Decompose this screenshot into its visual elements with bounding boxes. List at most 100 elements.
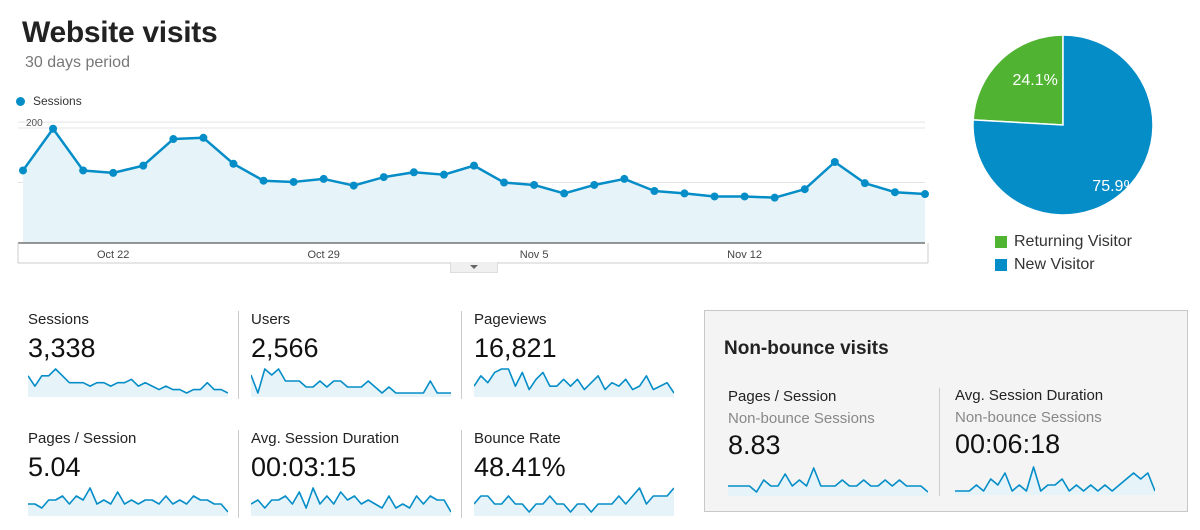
data-point[interactable]	[199, 133, 208, 142]
sparkline-line	[28, 487, 228, 513]
data-point[interactable]	[289, 177, 298, 186]
pie-slice-new[interactable]	[972, 34, 1154, 216]
sparkline-line	[474, 487, 674, 513]
sparkline	[955, 466, 1155, 495]
divider	[461, 430, 462, 518]
divider	[238, 311, 239, 399]
blue-square-icon	[995, 259, 1007, 271]
metric-value: 00:06:18	[955, 429, 1061, 459]
pie-legend-new[interactable]: New Visitor	[995, 256, 1132, 274]
sparkline-area	[251, 488, 451, 516]
pie-legend-returning[interactable]: Returning Visitor	[995, 233, 1132, 251]
data-point[interactable]	[770, 193, 779, 202]
metric-label: Avg. Session Duration	[251, 430, 400, 447]
metric-sublabel: Non-bounce Sessions	[955, 409, 1102, 426]
sparkline-line	[28, 368, 228, 394]
pie-data-label: 75.9%	[1092, 178, 1137, 195]
nonbounce-title: Non-bounce visits	[724, 338, 889, 359]
data-point[interactable]	[890, 188, 899, 197]
data-point[interactable]	[439, 170, 448, 179]
sparkline-line	[474, 368, 674, 394]
page-subtitle: 30 days period	[25, 54, 130, 71]
metric-label: Avg. Session Duration	[955, 387, 1104, 404]
data-point[interactable]	[229, 159, 238, 168]
metric-sublabel: Non-bounce Sessions	[728, 410, 875, 427]
metric-value: 3,338	[28, 333, 96, 363]
sparkline	[28, 487, 228, 516]
data-point[interactable]	[740, 192, 749, 201]
data-point[interactable]	[259, 176, 268, 185]
x-tick-label: Oct 29	[307, 249, 339, 261]
legend-label: Sessions	[33, 94, 82, 108]
pie-legend-label: New Visitor	[1014, 256, 1095, 273]
metric-label: Pageviews	[474, 311, 547, 328]
legend-dot-icon	[16, 96, 25, 106]
data-point[interactable]	[830, 157, 839, 166]
sparkline-area	[474, 488, 674, 516]
sessions-legend[interactable]: Sessions	[16, 94, 82, 108]
y-tick-label: 200	[26, 118, 43, 129]
data-point[interactable]	[409, 168, 418, 177]
data-point[interactable]	[500, 178, 509, 187]
sparkline-area	[728, 468, 928, 496]
data-point[interactable]	[79, 166, 88, 175]
data-point[interactable]	[19, 166, 27, 175]
chevron-down-icon	[470, 265, 478, 269]
sparkline	[251, 487, 451, 516]
metric-value: 2,566	[251, 333, 319, 363]
sessions-area	[23, 128, 925, 243]
data-point[interactable]	[349, 181, 358, 190]
data-point[interactable]	[921, 190, 929, 199]
sparkline-area	[28, 369, 228, 397]
data-point[interactable]	[379, 173, 388, 182]
data-point[interactable]	[319, 174, 328, 183]
divider	[939, 388, 940, 496]
metric-label: Pages / Session	[728, 388, 837, 405]
sparkline	[251, 368, 451, 397]
x-tick-label: Oct 22	[97, 249, 129, 261]
metric-label: Sessions	[28, 311, 89, 328]
pie-legend-label: Returning Visitor	[1014, 233, 1132, 250]
sparkline-line	[251, 487, 451, 513]
data-point[interactable]	[139, 161, 148, 170]
metric-value: 16,821	[474, 333, 557, 363]
divider	[238, 430, 239, 518]
data-point[interactable]	[109, 168, 118, 177]
visitor-pie-chart[interactable]: 24.1% 75.9%	[965, 30, 1165, 220]
data-point[interactable]	[800, 185, 809, 194]
metric-value: 8.83	[728, 430, 781, 460]
sparkline-line	[251, 368, 451, 394]
data-point[interactable]	[470, 161, 478, 170]
metric-value: 00:03:15	[251, 452, 357, 482]
page-title: Website visits	[22, 16, 218, 49]
data-point[interactable]	[169, 135, 178, 144]
data-point[interactable]	[590, 180, 599, 189]
pie-slice-returning[interactable]	[972, 34, 1064, 126]
data-point[interactable]	[530, 180, 539, 189]
metric-label: Users	[251, 311, 291, 328]
nonbounce-panel: Non-bounce visits Pages / Session Non-bo…	[704, 310, 1188, 512]
data-point[interactable]	[860, 179, 869, 188]
visitor-pie: 24.1% 75.9% Returning Visitor New Visitor	[965, 30, 1165, 273]
metric-label: Bounce Rate	[474, 430, 561, 447]
green-square-icon	[995, 236, 1007, 248]
metric-value: 5.04	[28, 452, 81, 482]
divider	[461, 311, 462, 399]
x-tick-label: Nov 12	[727, 249, 762, 261]
metric-value: 48.41%	[474, 452, 566, 482]
data-point[interactable]	[680, 189, 689, 198]
sparkline	[28, 368, 228, 397]
sparkline	[728, 467, 928, 496]
data-point[interactable]	[620, 174, 629, 183]
sparkline	[474, 368, 674, 397]
data-point[interactable]	[650, 187, 659, 196]
metric-label: Pages / Session	[28, 430, 137, 447]
collapse-handle[interactable]	[450, 262, 498, 273]
data-point[interactable]	[710, 192, 719, 201]
sparkline-line	[728, 467, 928, 493]
x-tick-label: Nov 5	[520, 249, 549, 261]
data-point[interactable]	[49, 124, 58, 133]
sparkline-area	[251, 369, 451, 397]
data-point[interactable]	[560, 189, 569, 198]
